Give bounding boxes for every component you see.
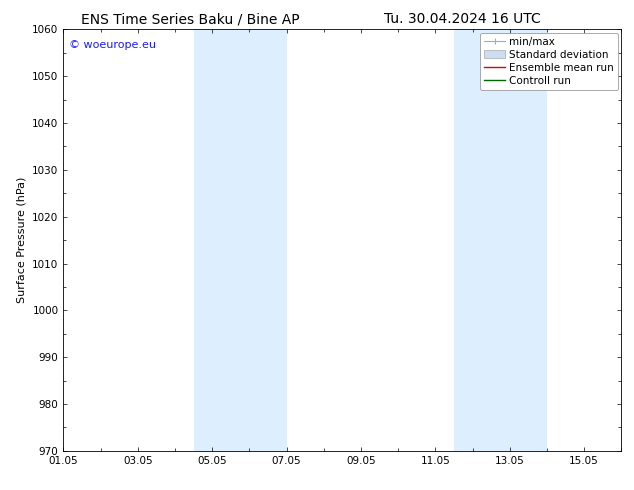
Y-axis label: Surface Pressure (hPa): Surface Pressure (hPa) <box>16 177 27 303</box>
Text: © woeurope.eu: © woeurope.eu <box>69 40 156 50</box>
Bar <box>193 29 287 451</box>
Text: Tu. 30.04.2024 16 UTC: Tu. 30.04.2024 16 UTC <box>384 12 541 26</box>
Legend: min/max, Standard deviation, Ensemble mean run, Controll run: min/max, Standard deviation, Ensemble me… <box>480 32 618 90</box>
Text: ENS Time Series Baku / Bine AP: ENS Time Series Baku / Bine AP <box>81 12 299 26</box>
Bar <box>454 29 547 451</box>
